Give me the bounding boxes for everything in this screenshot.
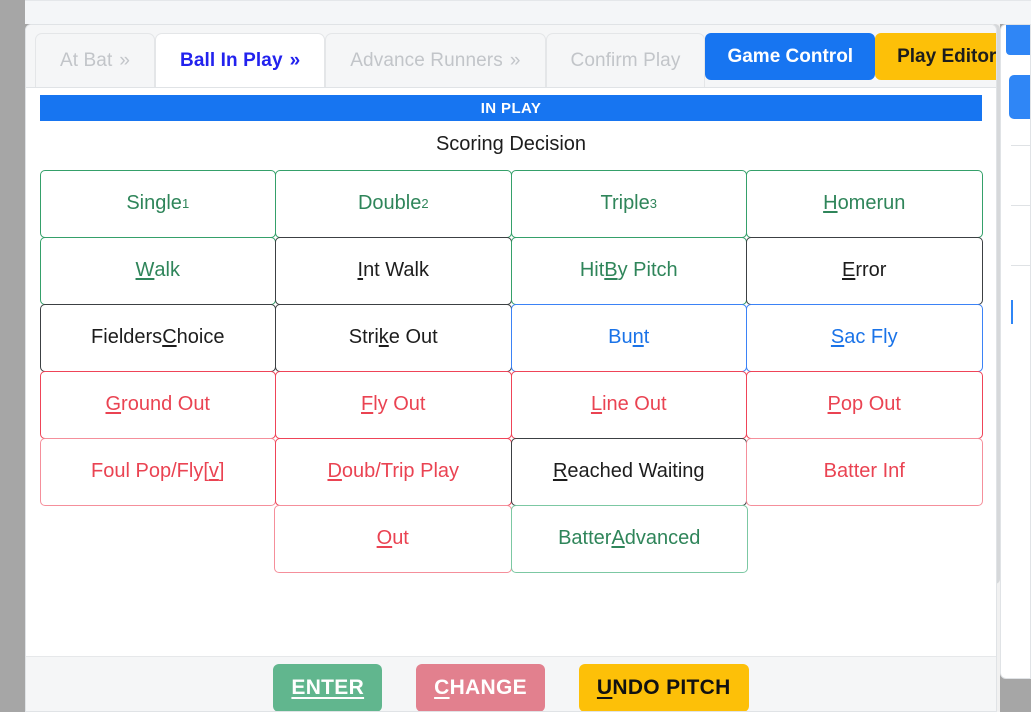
decision-triple[interactable]: Triple 3: [510, 169, 747, 238]
tab-confirm-play-label: Confirm Play: [570, 49, 681, 71]
decision-bunt[interactable]: Bu n t: [510, 303, 747, 372]
game-control-button[interactable]: Game Control: [705, 33, 876, 80]
wizard-tabstrip: At Bat » Ball In Play » Advance Runners …: [26, 25, 996, 88]
background-panel-edge: [25, 0, 1031, 1]
tab-ball-in-play[interactable]: Ball In Play »: [155, 33, 326, 87]
undo-pitch-button-label: UNDO PITCH: [596, 675, 731, 699]
dialog-body: IN PLAY Scoring Decision Single 1 Double 2 T…: [26, 95, 996, 656]
chevron-right-icon: »: [509, 50, 521, 71]
tab-confirm-play[interactable]: Confirm Play: [545, 33, 706, 87]
background-panel-peek: [25, 0, 1031, 24]
decision-spacer-right: [747, 505, 983, 573]
enter-button-label: ENTER: [291, 675, 365, 699]
scoring-decision-title: Scoring Decision: [435, 133, 587, 155]
right-side-panel[interactable]: [1000, 24, 1031, 679]
decision-double[interactable]: Double 2: [275, 169, 512, 238]
decision-strike-out[interactable]: Stri k e Out: [275, 303, 512, 372]
tab-at-bat[interactable]: At Bat »: [35, 33, 156, 87]
decision-foul-pop-fly[interactable]: Foul Pop/Fly[v]: [39, 437, 276, 506]
right-panel-blue-button[interactable]: [1009, 75, 1030, 119]
enter-button[interactable]: ENTER: [273, 663, 383, 711]
undo-pitch-button[interactable]: UNDO PITCH: [578, 663, 749, 711]
right-panel-divider: [1011, 205, 1030, 206]
in-play-banner-label: IN PLAY: [480, 99, 542, 117]
tab-advance-runners-label: Advance Runners: [350, 49, 503, 71]
decision-single[interactable]: Single 1: [39, 169, 276, 238]
change-button[interactable]: CHANGE: [416, 663, 545, 711]
tab-ball-in-play-label: Ball In Play: [180, 49, 283, 71]
in-play-banner: IN PLAY: [40, 95, 982, 121]
decision-batter-inf[interactable]: Batter Inf: [746, 437, 983, 506]
game-control-label: Game Control: [727, 45, 854, 67]
chevron-right-icon: »: [119, 50, 131, 71]
right-panel-divider: [1011, 265, 1030, 266]
play-editor-label: Play Editor: [897, 45, 997, 67]
ball-in-play-dialog: At Bat » Ball In Play » Advance Runners …: [25, 24, 997, 712]
chevron-right-icon: »: [289, 50, 301, 71]
right-panel-header-strip: [1006, 25, 1030, 55]
dialog-footer: ENTER CHANGE UNDO PITCH: [26, 656, 996, 711]
tab-advance-runners[interactable]: Advance Runners »: [325, 33, 546, 87]
right-panel-divider: [1011, 145, 1030, 146]
tab-at-bat-label: At Bat: [60, 49, 113, 71]
play-editor-button[interactable]: Play Editor: [875, 33, 997, 80]
change-button-label: CHANGE: [434, 675, 527, 699]
right-panel-accent: [1011, 300, 1030, 324]
decision-spacer-left: [40, 505, 276, 573]
